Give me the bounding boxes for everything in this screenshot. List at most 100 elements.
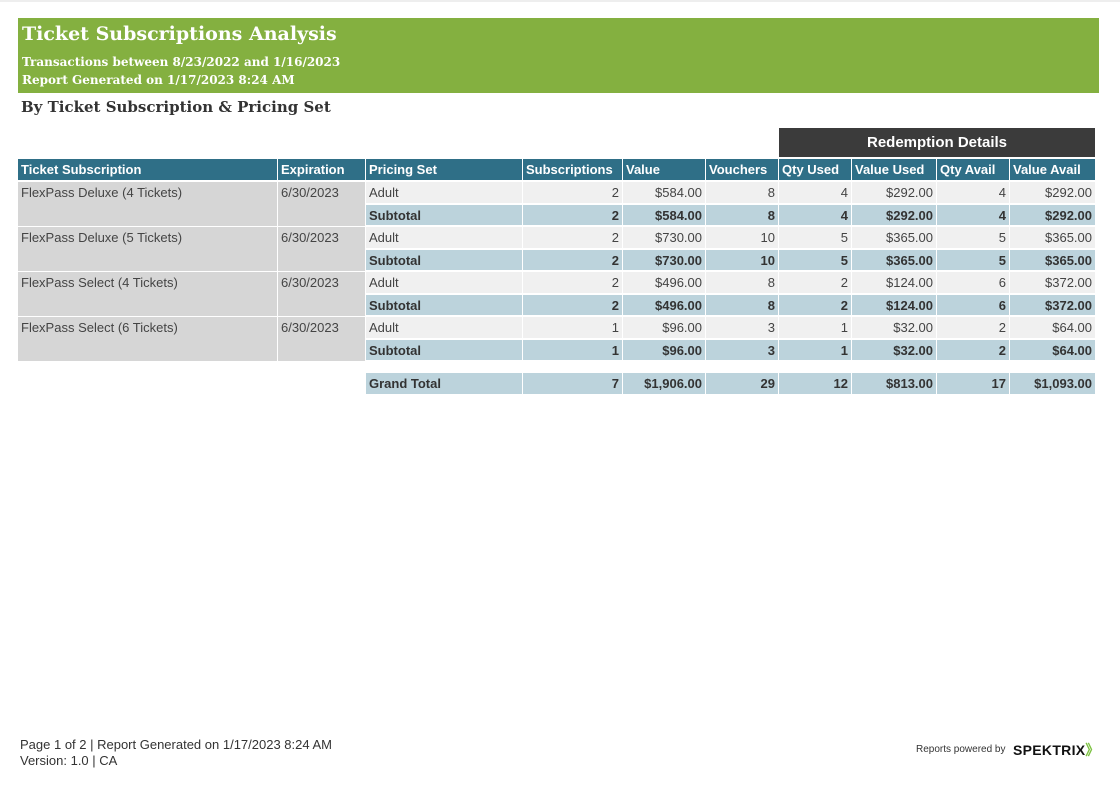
- column-header-ticket-subscription: Ticket Subscription: [18, 159, 277, 180]
- data-cell: 6: [937, 272, 1009, 293]
- top-divider: [0, 0, 1120, 2]
- subtotal-cell: 10: [706, 250, 778, 270]
- redemption-details-header: Redemption Details: [779, 128, 1095, 157]
- data-cell: 2: [779, 272, 851, 293]
- data-cell: 10: [706, 227, 778, 248]
- report-generated: Report Generated on 1/17/2023 8:24 AM: [22, 73, 295, 87]
- data-cell: 4: [779, 182, 851, 203]
- data-cell: 5: [779, 227, 851, 248]
- column-header-vouchers: Vouchers: [706, 159, 778, 180]
- grand-total-cell: $813.00: [852, 373, 936, 394]
- report-date-range: Transactions between 8/23/2022 and 1/16/…: [22, 55, 341, 69]
- data-cell: $292.00: [852, 182, 936, 203]
- subtotal-cell: 6: [937, 295, 1009, 315]
- data-cell: $124.00: [852, 272, 936, 293]
- subtotal-cell: $584.00: [623, 205, 705, 225]
- expiration-date: 6/30/2023: [278, 227, 365, 271]
- data-cell: 1: [523, 317, 622, 338]
- data-cell: 2: [523, 272, 622, 293]
- subscription-name: FlexPass Deluxe (4 Tickets): [18, 182, 277, 226]
- column-header-value-avail: Value Avail: [1010, 159, 1095, 180]
- subtotal-cell: $292.00: [852, 205, 936, 225]
- subtotal-cell: 5: [937, 250, 1009, 270]
- subtotal-label: Subtotal: [366, 205, 522, 225]
- data-cell: 2: [937, 317, 1009, 338]
- subtotal-cell: $96.00: [623, 340, 705, 360]
- subtotal-cell: 2: [937, 340, 1009, 360]
- data-cell: 3: [706, 317, 778, 338]
- data-cell: $584.00: [623, 182, 705, 203]
- section-title: By Ticket Subscription & Pricing Set: [21, 98, 331, 116]
- pricing-set: Adult: [366, 227, 522, 248]
- data-cell: $96.00: [623, 317, 705, 338]
- spektrix-logo: SPEKTRIX》: [1013, 740, 1100, 760]
- data-cell: 8: [706, 272, 778, 293]
- pricing-set: Adult: [366, 182, 522, 203]
- data-cell: 2: [523, 227, 622, 248]
- subtotal-cell: $64.00: [1010, 340, 1095, 360]
- grand-total-label: Grand Total: [366, 373, 522, 394]
- subtotal-cell: 8: [706, 295, 778, 315]
- column-header-pricing-set: Pricing Set: [366, 159, 522, 180]
- report-title: Ticket Subscriptions Analysis: [22, 23, 337, 45]
- subscription-name: FlexPass Select (6 Tickets): [18, 317, 277, 361]
- data-cell: $365.00: [852, 227, 936, 248]
- subtotal-cell: 2: [779, 295, 851, 315]
- column-header-value-used: Value Used: [852, 159, 936, 180]
- data-cell: $292.00: [1010, 182, 1095, 203]
- subtotal-cell: 5: [779, 250, 851, 270]
- subtotal-cell: 2: [523, 250, 622, 270]
- expiration-date: 6/30/2023: [278, 182, 365, 226]
- data-cell: 1: [779, 317, 851, 338]
- spektrix-logo-mark: 》: [1085, 742, 1100, 758]
- subtotal-cell: 1: [523, 340, 622, 360]
- pricing-set: Adult: [366, 317, 522, 338]
- data-cell: $32.00: [852, 317, 936, 338]
- subtotal-cell: 2: [523, 205, 622, 225]
- grand-total-cell: 7: [523, 373, 622, 394]
- subtotal-cell: $496.00: [623, 295, 705, 315]
- footer-version: Version: 1.0 | CA: [20, 753, 118, 768]
- column-header-qty-used: Qty Used: [779, 159, 851, 180]
- data-cell: 4: [937, 182, 1009, 203]
- subtotal-cell: $730.00: [623, 250, 705, 270]
- powered-by-text: Reports powered by: [916, 744, 1006, 755]
- subtotal-label: Subtotal: [366, 295, 522, 315]
- data-cell: 8: [706, 182, 778, 203]
- grand-total-cell: 12: [779, 373, 851, 394]
- subscription-name: FlexPass Select (4 Tickets): [18, 272, 277, 316]
- pricing-set: Adult: [366, 272, 522, 293]
- subtotal-cell: $365.00: [852, 250, 936, 270]
- data-cell: $365.00: [1010, 227, 1095, 248]
- footer-page: Page 1 of 2 | Report Generated on 1/17/2…: [20, 737, 332, 752]
- subtotal-cell: $32.00: [852, 340, 936, 360]
- data-cell: $372.00: [1010, 272, 1095, 293]
- subtotal-cell: 4: [779, 205, 851, 225]
- grand-total-cell: 29: [706, 373, 778, 394]
- subtotal-cell: 8: [706, 205, 778, 225]
- subtotal-cell: $292.00: [1010, 205, 1095, 225]
- expiration-date: 6/30/2023: [278, 272, 365, 316]
- subtotal-cell: 1: [779, 340, 851, 360]
- data-cell: 5: [937, 227, 1009, 248]
- subtotal-cell: 3: [706, 340, 778, 360]
- subscription-name: FlexPass Deluxe (5 Tickets): [18, 227, 277, 271]
- subtotal-cell: 2: [523, 295, 622, 315]
- subtotal-cell: $365.00: [1010, 250, 1095, 270]
- column-header-qty-avail: Qty Avail: [937, 159, 1009, 180]
- subtotal-cell: $372.00: [1010, 295, 1095, 315]
- subtotal-label: Subtotal: [366, 250, 522, 270]
- subtotal-cell: $124.00: [852, 295, 936, 315]
- spektrix-logo-text: SPEKTRIX: [1013, 742, 1086, 758]
- column-header-value: Value: [623, 159, 705, 180]
- report-banner: Ticket Subscriptions Analysis Transactio…: [18, 18, 1099, 93]
- data-cell: 2: [523, 182, 622, 203]
- grand-total-cell: $1,093.00: [1010, 373, 1095, 394]
- column-header-expiration: Expiration: [278, 159, 365, 180]
- data-cell: $64.00: [1010, 317, 1095, 338]
- data-cell: $496.00: [623, 272, 705, 293]
- subtotal-label: Subtotal: [366, 340, 522, 360]
- column-header-subscriptions: Subscriptions: [523, 159, 622, 180]
- subtotal-cell: 4: [937, 205, 1009, 225]
- grand-total-cell: $1,906.00: [623, 373, 705, 394]
